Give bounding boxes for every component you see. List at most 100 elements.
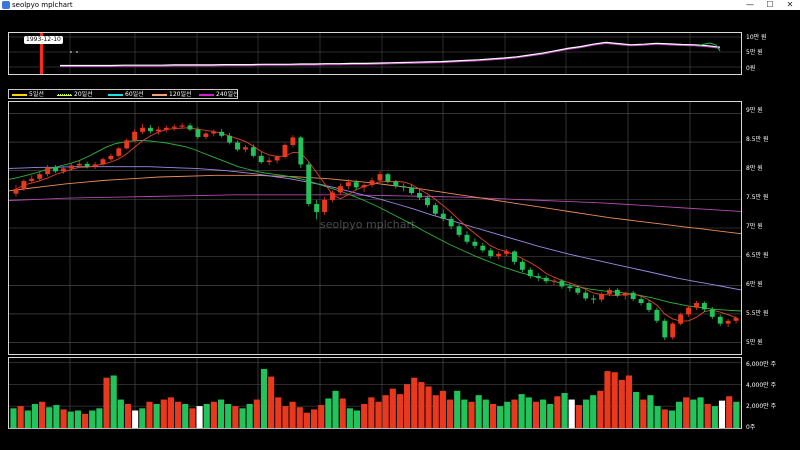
candle-body [353,182,359,188]
overview-panel[interactable] [8,32,742,75]
candle-body [670,323,676,338]
minimize-button[interactable]: — [746,0,754,9]
legend-label: 60일선 [125,91,144,98]
volume-bar [511,399,518,428]
volume-bar [718,400,726,428]
moving-average-legend: 5일선 20일선 60일선 120일선 240일선 [8,89,239,99]
volume-bar [232,406,239,428]
volume-bar [132,410,139,428]
candle-body [448,218,454,227]
candle-body [29,178,35,182]
volume-bar [475,395,482,428]
volume-bar [139,408,146,428]
candle-body [21,181,27,190]
volume-bar [175,401,182,428]
volume-bar [124,403,132,428]
volume-bar [217,399,225,428]
candle-body [701,303,707,310]
candle-body [694,303,699,308]
volume-bar [24,410,31,428]
volume-bar [697,397,704,428]
candle-body [377,174,383,181]
candle-body [504,251,510,254]
volume-bar [561,393,568,428]
maximize-button[interactable]: ☐ [766,0,774,9]
candle-body [227,135,233,143]
volume-bar [733,401,740,428]
close-button[interactable]: ✕ [786,0,794,9]
volume-bar [611,372,618,428]
volume-bar [661,409,668,428]
candle-body [266,160,272,163]
watermark: seolpyo mplchart [320,218,416,231]
candle-body [298,137,304,165]
volume-bar [89,410,96,428]
volume-bar [618,379,625,428]
candle-body [638,299,644,304]
volume-bar [46,407,53,428]
candle-body [60,168,66,172]
legend-item-ma60[interactable]: 60일선 [108,91,144,98]
candle-body [306,164,312,204]
volume-bar [196,406,203,428]
candle-body [100,159,106,165]
volume-y-label: 0주 [746,424,756,431]
volume-bar [353,410,361,428]
volume-bar [604,371,611,428]
volume-bar [17,406,24,428]
legend-item-ma120[interactable]: 120일선 [152,91,192,98]
candle-body [369,180,375,186]
legend-swatch [57,93,72,96]
volume-bar [203,403,210,428]
volume-bar [110,375,117,428]
ma240-line [8,194,742,212]
volume-bar [189,408,196,428]
overview-recent-line [699,42,721,52]
volume-bar [239,408,246,428]
candle-body [432,205,438,214]
candle-body [662,320,668,338]
candle-body [171,126,177,128]
candle-body [250,147,256,156]
legend-item-ma240[interactable]: 240일선 [199,91,239,98]
volume-bar [633,391,640,428]
candle-body [725,320,731,324]
volume-bar [675,401,683,428]
window-title: seolpyo mplchart [12,1,73,9]
candle-body [464,234,470,242]
candle-body [559,280,565,287]
candle-body [179,125,185,127]
candle-body [45,167,51,175]
candle-body [733,317,739,321]
volume-bar [439,390,446,428]
candle-body [551,280,557,282]
volume-bar [418,382,425,428]
candle-body [155,129,161,132]
candle-body [219,131,225,136]
volume-bar [103,377,110,428]
volume-y-label: 2,000만 주 [746,403,777,410]
overview-range-handle [40,33,43,74]
candle-body [654,309,660,321]
legend-item-ma20[interactable]: 20일선 [57,91,93,98]
candle-body [242,147,248,150]
volume-bar [590,395,597,428]
volume-bar [461,399,468,428]
volume-bar [10,408,17,428]
candle-body [290,137,296,145]
volume-bar [404,384,411,428]
volume-bar [74,410,81,428]
candle-body [646,303,652,310]
candle-body [274,156,280,161]
legend-label: 120일선 [169,91,192,98]
candle-body [488,250,494,257]
candle-body [108,155,114,160]
candle-body [496,253,502,257]
legend-swatch [199,93,214,96]
price-y-label: 7만 원 [746,223,763,230]
legend-item-ma5[interactable]: 5일선 [12,91,44,98]
price-y-label: 5만 원 [746,339,763,346]
volume-bar [432,395,439,428]
